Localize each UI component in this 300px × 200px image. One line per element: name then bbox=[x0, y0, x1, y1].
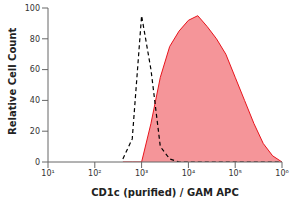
svg-text:10²: 10² bbox=[88, 169, 101, 178]
svg-text:10⁶: 10⁶ bbox=[275, 169, 288, 178]
svg-text:10³: 10³ bbox=[135, 169, 148, 178]
svg-text:40: 40 bbox=[30, 96, 40, 105]
svg-text:80: 80 bbox=[30, 35, 40, 44]
svg-text:10¹: 10¹ bbox=[41, 169, 54, 178]
svg-text:Relative Cell Count: Relative Cell Count bbox=[8, 27, 18, 135]
svg-text:10⁴: 10⁴ bbox=[182, 169, 195, 178]
svg-text:60: 60 bbox=[30, 65, 40, 74]
svg-text:10⁵: 10⁵ bbox=[229, 169, 242, 178]
svg-text:100: 100 bbox=[25, 4, 40, 13]
svg-text:20: 20 bbox=[30, 127, 40, 136]
svg-text:0: 0 bbox=[35, 158, 40, 167]
svg-text:CD1c (purified) / GAM APC: CD1c (purified) / GAM APC bbox=[91, 187, 239, 198]
